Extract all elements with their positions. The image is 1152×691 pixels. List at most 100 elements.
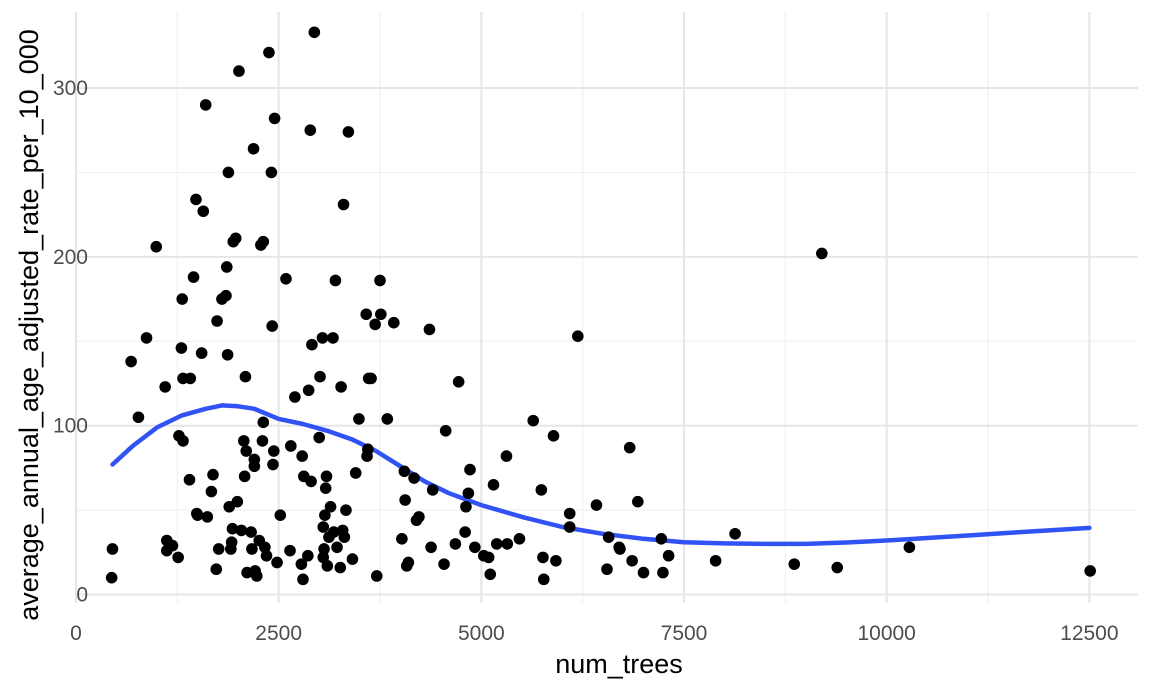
data-point xyxy=(535,484,548,496)
data-point xyxy=(201,511,214,523)
data-point xyxy=(537,551,549,564)
data-point xyxy=(329,274,342,287)
data-point xyxy=(527,414,540,427)
data-point xyxy=(398,465,411,478)
data-point xyxy=(187,271,200,283)
data-point xyxy=(500,450,513,462)
data-point xyxy=(285,440,297,452)
data-point xyxy=(248,460,261,473)
x-axis-tick-labels: 0 2500 5000 7500 10000 12500 xyxy=(70,622,1118,645)
data-point xyxy=(302,549,314,562)
data-point xyxy=(464,463,476,476)
data-point xyxy=(263,46,275,59)
data-point xyxy=(637,566,650,579)
data-point xyxy=(425,541,437,554)
data-point xyxy=(207,468,219,481)
data-point xyxy=(238,435,250,447)
data-point xyxy=(302,384,315,397)
data-point xyxy=(190,193,202,206)
data-point xyxy=(199,99,212,111)
data-point xyxy=(267,458,279,471)
data-point xyxy=(537,573,550,586)
data-point xyxy=(1084,565,1096,577)
data-point xyxy=(563,521,576,533)
data-point xyxy=(360,308,373,321)
data-point xyxy=(788,558,801,570)
smooth-line-layer xyxy=(110,403,1092,547)
data-point xyxy=(250,570,263,582)
data-point xyxy=(439,424,452,437)
data-point xyxy=(140,332,153,344)
data-point xyxy=(321,560,334,572)
data-point xyxy=(184,372,197,385)
data-point xyxy=(462,487,475,500)
data-point xyxy=(212,543,225,555)
data-point xyxy=(296,450,308,462)
data-point xyxy=(346,553,359,565)
data-point xyxy=(284,544,296,557)
data-point xyxy=(268,445,280,457)
data-point xyxy=(408,472,420,484)
data-point xyxy=(334,561,347,574)
data-point xyxy=(331,541,343,554)
data-point xyxy=(235,524,248,537)
data-point xyxy=(304,124,317,136)
data-point xyxy=(191,509,204,521)
y-tick-label: 200 xyxy=(53,246,88,269)
data-point xyxy=(413,511,425,523)
data-point xyxy=(220,261,233,273)
data-point xyxy=(381,413,394,425)
data-point xyxy=(257,235,270,248)
data-point xyxy=(709,554,722,567)
data-point xyxy=(246,543,258,555)
data-point xyxy=(550,554,562,567)
data-point xyxy=(166,539,179,552)
data-point xyxy=(369,318,381,331)
x-tick-label: 0 xyxy=(70,622,82,645)
data-point xyxy=(490,538,503,550)
points-layer xyxy=(105,26,1096,586)
data-point xyxy=(229,232,242,245)
x-tick-label: 12500 xyxy=(1060,622,1118,645)
y-axis-tick-labels: 0 100 200 300 xyxy=(53,77,88,607)
data-point xyxy=(349,467,362,479)
data-point xyxy=(482,551,495,564)
data-point xyxy=(280,272,292,285)
data-point xyxy=(601,563,613,576)
data-point xyxy=(106,543,119,555)
data-point xyxy=(513,533,526,545)
data-point xyxy=(449,538,462,550)
data-point xyxy=(399,494,411,506)
data-point xyxy=(590,499,603,511)
data-point xyxy=(306,338,318,351)
data-point xyxy=(314,370,326,383)
data-point xyxy=(308,26,321,39)
data-point xyxy=(105,571,118,584)
data-point xyxy=(260,549,273,562)
data-point xyxy=(626,554,638,567)
data-point xyxy=(353,413,365,425)
data-point xyxy=(402,556,415,569)
data-point xyxy=(318,543,330,555)
data-point xyxy=(316,332,329,344)
data-point xyxy=(335,381,347,393)
data-point xyxy=(297,573,309,586)
y-tick-label: 300 xyxy=(53,77,88,100)
data-point xyxy=(375,308,387,321)
data-point xyxy=(245,526,257,538)
data-point xyxy=(266,320,278,332)
data-point xyxy=(547,430,560,442)
data-point xyxy=(268,112,281,125)
data-point xyxy=(295,558,308,570)
data-point xyxy=(469,541,481,554)
data-point xyxy=(205,485,218,498)
data-point xyxy=(327,332,339,344)
data-point xyxy=(370,570,383,582)
data-point xyxy=(317,521,330,533)
data-point xyxy=(159,381,171,393)
data-point xyxy=(460,500,472,513)
data-point xyxy=(426,484,439,496)
data-point xyxy=(602,531,615,543)
data-point xyxy=(623,441,636,454)
